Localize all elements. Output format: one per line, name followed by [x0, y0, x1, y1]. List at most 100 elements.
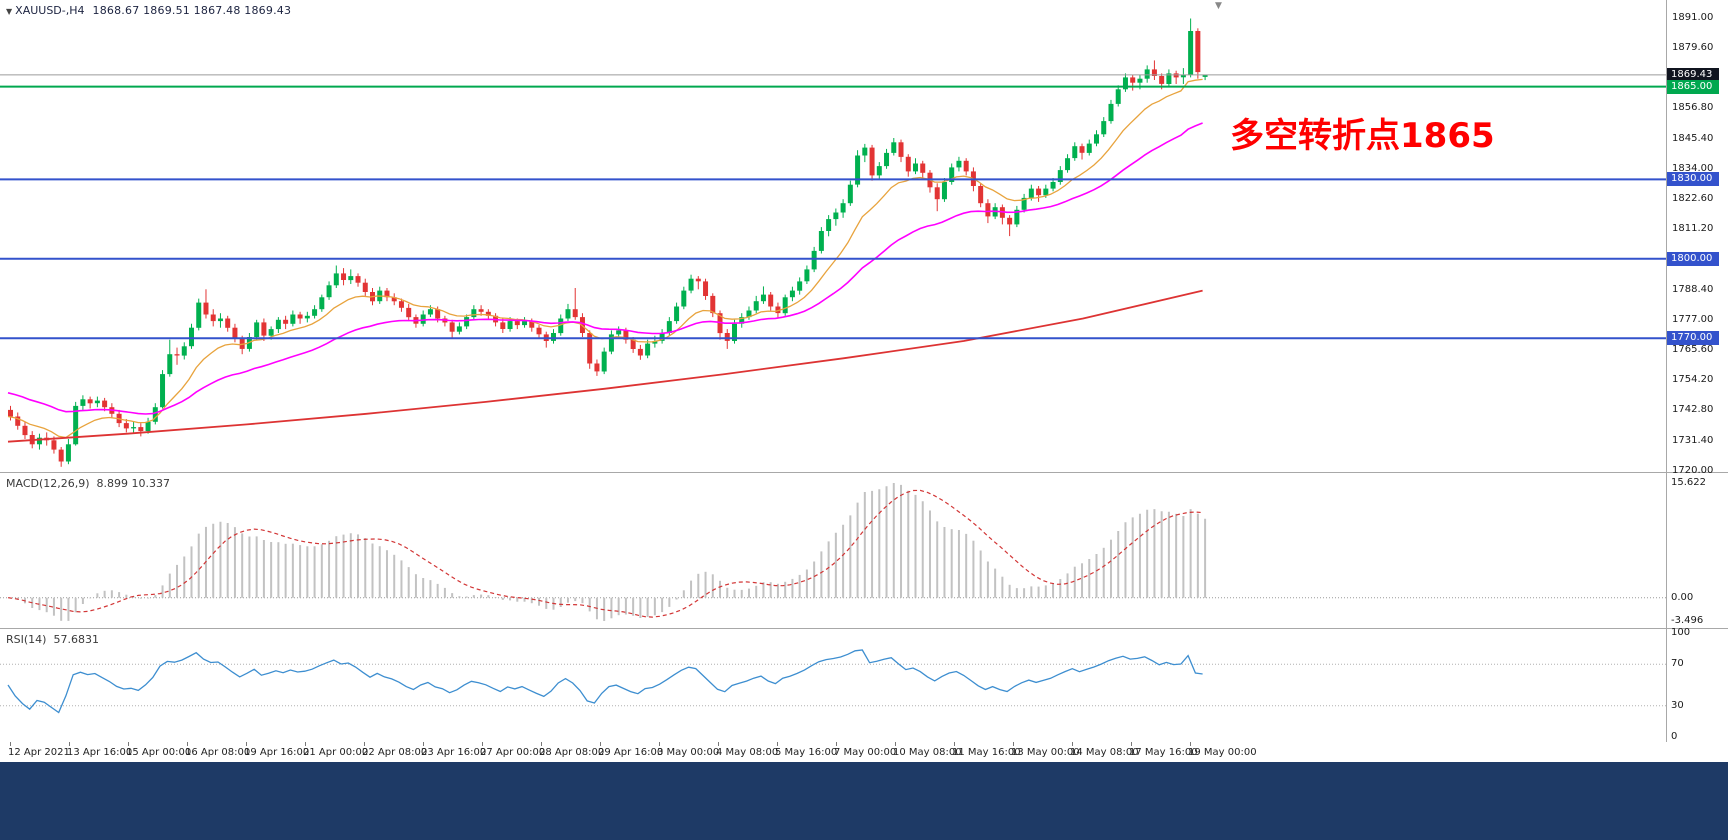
- ma-medium-line: [7, 122, 1203, 415]
- candle-body: [196, 302, 202, 328]
- time-axis-label: 4 May 08:00: [716, 747, 779, 758]
- candle-body: [695, 278, 701, 282]
- macd-axis-label: 15.622: [1671, 477, 1706, 488]
- rsi-indicator-label: RSI(14) 57.6831: [6, 633, 99, 646]
- level-price-tag[interactable]: 1865.00: [1667, 79, 1719, 94]
- panel-divider[interactable]: [0, 472, 1728, 473]
- candle-body: [362, 282, 368, 292]
- candle-body: [789, 290, 795, 298]
- candle-body: [384, 290, 390, 298]
- price-axis-divider: [1666, 0, 1667, 742]
- price-axis-tick: 1777.00: [1672, 313, 1714, 325]
- candle-body: [1050, 182, 1056, 189]
- candle-body: [884, 152, 890, 167]
- time-axis-label: 16 Apr 08:00: [185, 747, 251, 758]
- rsi-axis-label: 0: [1671, 731, 1678, 742]
- time-axis-tick: [718, 742, 719, 746]
- candle-body: [1195, 31, 1201, 73]
- level-price-tag[interactable]: 1800.00: [1667, 251, 1719, 266]
- candle-body: [811, 250, 817, 270]
- candle-body: [304, 315, 310, 319]
- candle-body: [1007, 217, 1013, 225]
- candle-body: [449, 322, 455, 332]
- candle-body: [1065, 158, 1071, 171]
- rsi-value: 57.6831: [53, 633, 99, 646]
- time-axis-tick: [659, 742, 660, 746]
- time-axis-tick: [187, 742, 188, 746]
- candle-body: [985, 203, 991, 217]
- candle-body: [275, 319, 281, 330]
- rsi-panel[interactable]: [0, 629, 1666, 742]
- candle-body: [1094, 134, 1099, 144]
- candle-body: [225, 318, 231, 328]
- candle-body: [637, 348, 643, 356]
- time-axis-tick: [954, 742, 955, 746]
- candle-body: [782, 297, 788, 314]
- candle-body: [420, 314, 426, 324]
- candle-body: [1115, 89, 1121, 104]
- macd-axis-label: 0.00: [1671, 591, 1694, 603]
- expand-ohlc-icon[interactable]: ▼: [6, 7, 13, 16]
- candle-body: [941, 182, 947, 200]
- candle-body: [203, 302, 209, 315]
- candle-body: [847, 184, 853, 204]
- chart-annotation-text[interactable]: 多空转折点1865: [1230, 116, 1495, 156]
- time-axis-tick: [895, 742, 896, 746]
- time-axis-tick: [1190, 742, 1191, 746]
- price-axis-tick: 1754.20: [1672, 374, 1714, 386]
- level-price-tag[interactable]: 1830.00: [1667, 172, 1719, 187]
- candle-body: [102, 400, 108, 408]
- candle-body: [174, 354, 180, 356]
- time-axis-tick: [305, 742, 306, 746]
- candle-body: [232, 327, 238, 339]
- candle-body: [1014, 209, 1020, 225]
- time-axis-tick: [836, 742, 837, 746]
- candle-body: [1188, 31, 1194, 75]
- candle-body: [485, 311, 491, 316]
- symbol-period-label: XAUUSD-,H4: [15, 4, 85, 17]
- candle-body: [167, 354, 173, 375]
- candle-body: [326, 285, 332, 298]
- time-axis-label: 13 Apr 16:00: [67, 747, 133, 758]
- chart-shift-marker-icon[interactable]: ▼: [1215, 1, 1222, 11]
- time-axis-tick: [541, 742, 542, 746]
- candle-body: [1159, 76, 1165, 84]
- price-axis[interactable]: 1891.001879.601868.201856.801845.401834.…: [1667, 0, 1728, 742]
- macd-panel[interactable]: [0, 473, 1666, 628]
- candle-body: [152, 407, 158, 422]
- candle-body: [1130, 77, 1136, 83]
- level-price-tag[interactable]: 1770.00: [1667, 331, 1719, 346]
- candle-body: [1202, 74, 1208, 77]
- candle-body: [65, 444, 71, 462]
- time-axis-label: 29 Apr 16:00: [598, 747, 664, 758]
- time-axis-label: 27 Apr 00:00: [480, 747, 546, 758]
- time-axis[interactable]: 12 Apr 2021 13 Apr 16:00 15 Apr 00:00 16 Ap…: [0, 742, 1728, 762]
- current-price-tag: 1869.43: [1667, 67, 1719, 82]
- rsi-name: RSI(14): [6, 633, 47, 646]
- candle-body: [1028, 188, 1034, 198]
- candle-body: [500, 322, 506, 329]
- candle-body: [239, 338, 245, 349]
- candle-body: [572, 309, 578, 318]
- candle-body: [312, 309, 318, 316]
- candle-body: [522, 321, 528, 326]
- candle-body: [210, 314, 216, 322]
- candle-body: [341, 273, 347, 280]
- time-axis-tick: [1013, 742, 1014, 746]
- candle-body: [435, 309, 441, 319]
- candle-body: [608, 334, 614, 352]
- candle-body: [333, 273, 339, 286]
- time-axis-tick: [128, 742, 129, 746]
- candle-body: [507, 321, 513, 329]
- candle-body: [1072, 146, 1078, 159]
- candle-body: [1144, 69, 1150, 79]
- candle-body: [391, 297, 397, 302]
- price-chart[interactable]: [0, 0, 1666, 472]
- time-axis-label: 21 Apr 00:00: [303, 747, 369, 758]
- candle-body: [160, 374, 166, 408]
- price-axis-tick: 1731.40: [1672, 434, 1714, 446]
- candle-body: [616, 330, 622, 335]
- time-axis-label: 17 May 16:00: [1129, 747, 1198, 758]
- time-axis-tick: [69, 742, 70, 746]
- panel-divider[interactable]: [0, 628, 1728, 629]
